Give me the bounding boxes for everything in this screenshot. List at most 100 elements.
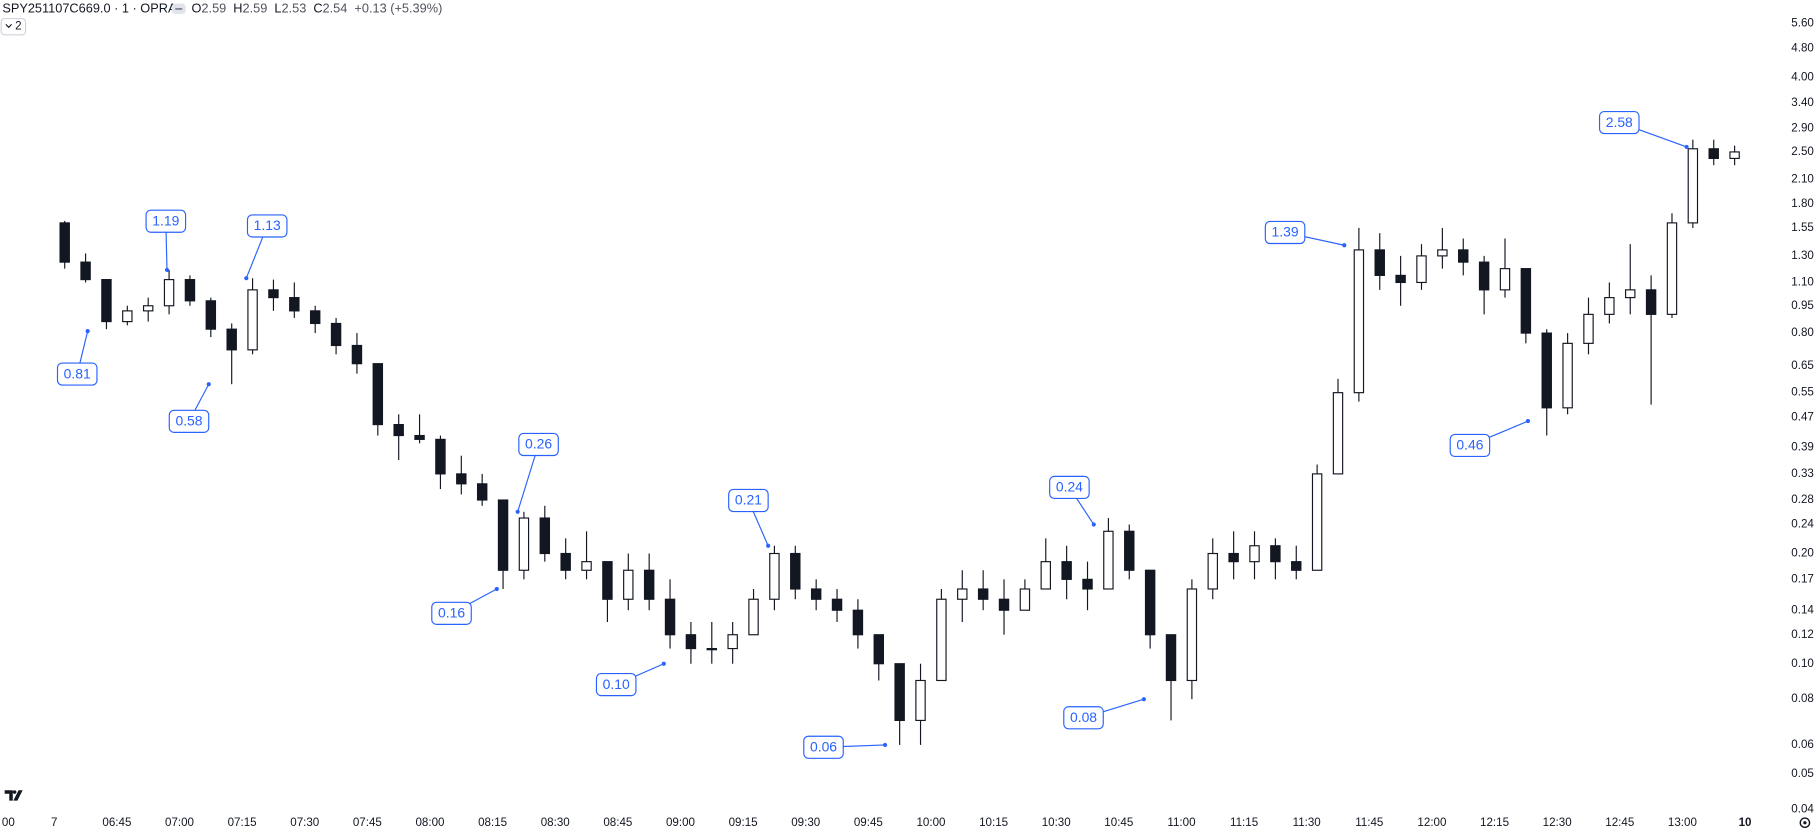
ohlc-key: H <box>233 1 242 16</box>
settings-button[interactable] <box>1799 817 1811 829</box>
candle-body <box>1353 249 1365 394</box>
annotation-label: 0.26 <box>525 436 552 452</box>
annotation-point <box>882 742 888 748</box>
x-tick-label: 11:15 <box>1230 816 1258 829</box>
candle-body <box>1604 297 1615 315</box>
candle-body <box>122 310 133 323</box>
y-tick-label: 2.50 <box>1791 145 1814 158</box>
annotation-label: 0.10 <box>603 676 630 692</box>
annotation-label: 0.21 <box>735 492 762 508</box>
candle-body <box>1270 545 1281 563</box>
annotation-box <box>1598 110 1640 135</box>
candle-body <box>1437 249 1448 257</box>
candle-body <box>623 569 634 600</box>
candle-body <box>1165 634 1177 682</box>
candle-body <box>59 222 70 263</box>
candle-body <box>769 552 780 600</box>
candle-body <box>289 297 300 312</box>
x-tick-label: 10:00 <box>916 816 945 829</box>
y-tick-label: 2.10 <box>1791 173 1814 186</box>
candle-body <box>1082 578 1093 590</box>
annotations: 1.19 1.13 0.81 0.58 0.26 0.16 0.10 0.21 0.06 0.24… <box>56 110 1689 759</box>
y-tick-label: 4.00 <box>1791 70 1814 83</box>
x-tick-label: 08:45 <box>603 816 632 829</box>
annotation-label: 1.39 <box>1272 224 1299 240</box>
x-tick-label: 11:30 <box>1293 816 1321 829</box>
y-tick-label: 0.12 <box>1791 628 1814 641</box>
x-tick-label: 07:15 <box>228 816 257 829</box>
x-tick-label: 09:15 <box>729 816 758 829</box>
ohlc-key: L <box>274 1 281 16</box>
candle-body <box>1186 588 1198 682</box>
x-tick-label: 09:45 <box>854 816 883 829</box>
annotation-box <box>56 362 98 386</box>
candle-body <box>476 483 488 501</box>
annotation-box <box>1449 433 1491 458</box>
x-tick-label: 10 <box>1739 816 1752 829</box>
candle-body <box>163 279 175 307</box>
x-tick-label: 12:30 <box>1543 816 1572 829</box>
annotation-box <box>1049 475 1090 499</box>
x-tick-label: 12:00 <box>1417 816 1446 829</box>
annotation-point <box>1141 697 1146 702</box>
annotation-label: 0.58 <box>175 413 202 429</box>
candle-body <box>1583 313 1594 344</box>
candle-body <box>1729 151 1740 159</box>
candle-body <box>101 279 112 323</box>
y-tick-label: 0.80 <box>1791 326 1814 339</box>
y-tick-label: 0.14 <box>1791 603 1814 616</box>
annotation-point <box>85 329 90 334</box>
plot-area <box>59 139 1740 745</box>
y-tick-label: 0.39 <box>1791 440 1814 453</box>
indicator-toggle[interactable] <box>0 17 27 36</box>
chevron-icon <box>5 23 13 29</box>
annotation-box <box>1063 706 1104 730</box>
tradingview-logo <box>4 790 23 801</box>
candle-body <box>539 517 551 555</box>
annotation-label: 1.19 <box>152 212 179 228</box>
candle-body <box>1124 530 1135 571</box>
annotation-box <box>145 209 187 233</box>
annotation-point <box>164 267 170 273</box>
annotation-point <box>766 543 771 548</box>
y-tick-label: 0.08 <box>1791 692 1814 705</box>
candle-body <box>1249 545 1260 563</box>
annotation-point <box>206 382 211 387</box>
candle-body <box>1228 552 1239 563</box>
candle-body <box>1019 588 1031 611</box>
y-tick-label: 0.24 <box>1791 518 1814 531</box>
candle-body <box>602 561 613 600</box>
candle-body <box>435 438 446 475</box>
candle-body <box>456 473 467 485</box>
annotation-box <box>728 488 769 513</box>
candle-body <box>1687 148 1699 224</box>
symbol-title: SPY251107C669.0 · 1 · OPRA <box>2 1 177 16</box>
x-tick-label: 07:30 <box>290 816 319 829</box>
candle-body <box>330 322 342 347</box>
x-tick-label: 09:30 <box>791 816 820 829</box>
annotation-point <box>1342 243 1347 248</box>
candle-body <box>393 423 404 437</box>
candle-body <box>685 634 697 650</box>
candle-body <box>998 598 1010 611</box>
ohlc-value: 2.59 <box>243 1 268 16</box>
candle-body <box>351 344 363 365</box>
x-tick-label: 13:00 <box>1668 816 1697 829</box>
candle-body <box>1708 148 1719 159</box>
candle-body <box>748 598 759 636</box>
annotation-box <box>431 601 472 625</box>
annotation-point <box>1525 418 1531 424</box>
x-tick-label: 10:45 <box>1104 816 1133 829</box>
annotation-box <box>168 409 210 433</box>
x-tick-label: 08:00 <box>415 816 444 829</box>
y-tick-label: 1.30 <box>1791 249 1814 262</box>
annotation-label: 0.08 <box>1070 709 1097 725</box>
candle-body <box>810 588 822 600</box>
y-tick-label: 0.04 <box>1791 802 1814 815</box>
y-tick-label: 0.95 <box>1791 299 1814 312</box>
annotation-label: 1.13 <box>254 217 281 233</box>
candle-body <box>1478 261 1490 291</box>
gear-icon[interactable] <box>1799 817 1811 829</box>
candle-body <box>1541 332 1552 409</box>
